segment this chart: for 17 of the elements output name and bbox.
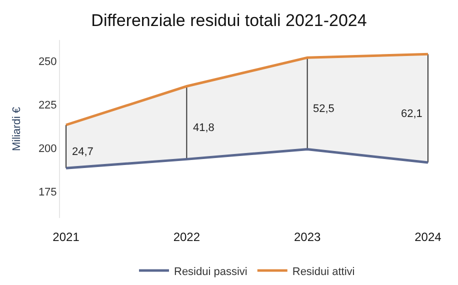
chart-title: Differenziale residui totali 2021-2024 <box>91 11 367 30</box>
x-tick-label: 2021 <box>52 230 80 244</box>
y-axis-title: Miliardi € <box>11 106 24 152</box>
y-tick-label: 175 <box>38 186 57 199</box>
line-series <box>64 148 430 170</box>
legend-label: Residui passivi <box>174 266 248 278</box>
annotation: 24,7 <box>72 146 94 158</box>
y-tick-label: 200 <box>38 143 57 156</box>
annotation: 62,1 <box>401 108 422 120</box>
y-tick-label: 250 <box>38 56 57 68</box>
annotation: 52,5 <box>313 103 334 115</box>
y-tick-label: 225 <box>38 99 57 112</box>
legend-label: Residui attivi <box>292 266 355 278</box>
x-tick-label: 2023 <box>294 230 321 244</box>
x-tick-label: 2022 <box>173 230 200 244</box>
annotation: 41,8 <box>193 122 214 134</box>
x-tick-label: 2024 <box>414 230 442 244</box>
